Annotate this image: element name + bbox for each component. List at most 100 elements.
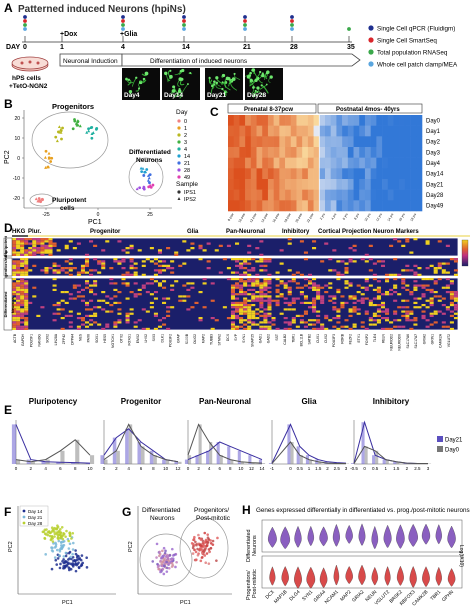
c-cell (410, 200, 417, 212)
d-cell (291, 278, 296, 281)
d-cell (52, 244, 57, 247)
panel-c: C Prenatal 8-37pcw Postnatal 4mos- 40yrs… (210, 103, 444, 223)
e-xtick: 2.5 (334, 466, 341, 471)
d-cell (24, 249, 29, 252)
e-bar (100, 455, 104, 464)
d-cell (405, 299, 410, 302)
c-cell (399, 179, 406, 190)
g-ylabel: PC2 (128, 541, 134, 552)
d-cell (153, 280, 158, 283)
d-cell (239, 325, 244, 328)
d-cell (380, 304, 386, 307)
d-cell (441, 325, 446, 328)
f-point (67, 551, 71, 555)
d-gene-label: POU3F3 (332, 334, 336, 347)
g-label-prog-2: Post-mitotic (196, 515, 231, 522)
d-cell (247, 262, 252, 265)
d-cell (303, 284, 308, 287)
legend-label: Total population RNASeq (377, 50, 448, 57)
legend-label: Single Cell qPCR (Fluidigm) (377, 26, 455, 33)
c-cell (364, 179, 371, 190)
d-cell (267, 286, 272, 289)
f-point (67, 539, 70, 543)
c-cell (399, 157, 406, 169)
d-cell (186, 295, 191, 298)
d-cell (247, 317, 252, 320)
d-cell (389, 288, 394, 291)
d-cell (247, 244, 252, 247)
d-cell (437, 278, 442, 281)
e-xtick: 8 (229, 466, 232, 471)
d-cell (320, 286, 325, 289)
d-cell (405, 288, 410, 291)
d-cell (441, 312, 446, 315)
c-cell (353, 189, 360, 201)
f-point (73, 559, 77, 563)
d-header: Cortical Projection Neuron Markers (318, 229, 419, 235)
g-neuron-outline (139, 533, 193, 587)
d-cell (162, 323, 167, 326)
d-gene-label: STMN2 (218, 334, 222, 346)
d-cell (279, 312, 284, 315)
d-cell (153, 314, 158, 317)
c-cell (267, 179, 274, 190)
d-cell (157, 271, 163, 274)
d-cell (93, 312, 98, 315)
d-cell (312, 301, 317, 304)
c-cell (245, 200, 252, 212)
d-cell (235, 286, 240, 289)
b-point (141, 166, 145, 170)
d-cell (105, 301, 110, 304)
c-cell (325, 115, 332, 126)
d-cell (24, 253, 29, 256)
d-cell (271, 317, 276, 320)
c-cell (256, 147, 263, 158)
d-group-bar (3, 257, 13, 277)
d-cell (255, 299, 260, 302)
d-cell (153, 297, 158, 300)
d-cell (320, 297, 325, 300)
e-bar (11, 424, 16, 464)
d-cell (413, 280, 418, 283)
c-cell (353, 147, 360, 158)
e-line (15, 424, 91, 464)
c-cell (290, 147, 297, 158)
d-cell (263, 269, 268, 272)
d-cell (441, 297, 446, 300)
d-cell (243, 327, 248, 330)
d-cell (76, 312, 81, 315)
d-cell (259, 282, 264, 285)
c-cell (404, 136, 411, 148)
d-cell (453, 299, 458, 302)
d-cell (12, 238, 17, 241)
d-cell (413, 306, 418, 309)
d-gene-label: RORB (340, 333, 344, 344)
b-point (139, 166, 143, 170)
d-cell (89, 240, 94, 243)
d-cell (429, 278, 434, 281)
neurite (251, 70, 255, 75)
c-row-label: Day2 (426, 140, 441, 146)
d-cell (68, 258, 73, 261)
d-cell (417, 306, 422, 309)
d-cell (295, 325, 300, 328)
d-gene-label: BCL11B (299, 333, 303, 346)
d-cell (170, 260, 175, 263)
c-cell (336, 168, 343, 180)
c-cell (370, 179, 377, 190)
d-cell (24, 325, 29, 328)
b-point (46, 165, 50, 169)
d-cell (230, 310, 235, 313)
b-point (95, 127, 99, 130)
d-cell (170, 306, 175, 309)
d-cell (429, 312, 434, 315)
d-cell (380, 310, 386, 313)
d-cell (287, 291, 292, 294)
d-cell (52, 319, 57, 322)
d-cell (20, 278, 25, 281)
c-cell (267, 147, 274, 158)
d-cell (376, 260, 381, 263)
c-cell (399, 200, 406, 212)
